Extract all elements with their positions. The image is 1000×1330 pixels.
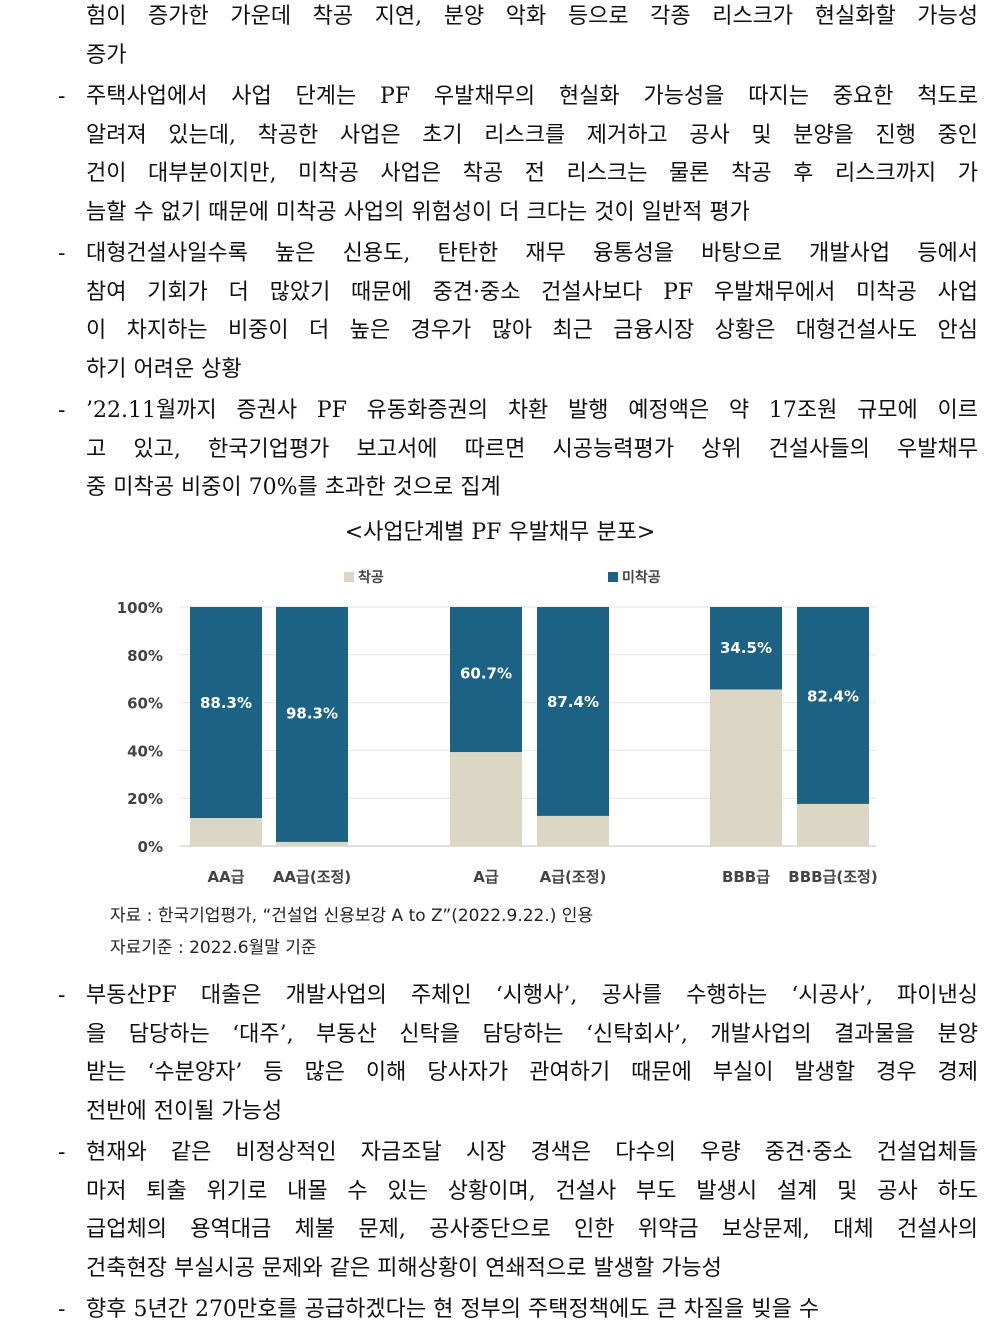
- paragraph-text: 알려져 있는데, 착공한 사업은 초기 리스크를 제거하고 공사 및 분양을 진…: [86, 122, 978, 148]
- text-line: 증가: [0, 40, 1000, 72]
- bar-segment-not-started: [710, 607, 782, 690]
- legend-label: 착공: [358, 569, 384, 586]
- data-label: 60.7%: [460, 664, 512, 682]
- text-line: 을 담당하는 ‘대주’, 부동산 신탁을 담당하는 ‘신탁회사’, 개발사업의 …: [0, 1019, 1000, 1051]
- bullet-dash: -: [58, 84, 66, 109]
- text-line: - 향후 5년간 270만호를 공급하겠다는 현 정부의 주택정책에도 큰 차질을…: [0, 1294, 1000, 1326]
- paragraph-text: 고 있고, 한국기업평가 보고서에 따르면 시공능력평가 상위 건설사들의 우발…: [86, 436, 978, 462]
- chart-bars: [190, 607, 869, 846]
- y-tick-label: 40%: [127, 742, 163, 760]
- bullet-dash: -: [58, 241, 66, 266]
- text-line: - 현재와 같은 비정상적인 자금조달 시장 경색은 다수의 우량 중견·중소 건…: [0, 1137, 1000, 1169]
- source-line-1: 자료 : 한국기업평가, “건설업 신용보강 A to Z”(2022.9.22…: [110, 906, 594, 926]
- text-line: 알려져 있는데, 착공한 사업은 초기 리스크를 제거하고 공사 및 분양을 진…: [0, 120, 1000, 152]
- bar-segment-started: [797, 803, 869, 846]
- chart-legend: 착공 미착공: [344, 569, 661, 586]
- paragraph-text: 대형건설사일수록 높은 신용도, 탄탄한 재무 융통성을 바탕으로 개발사업 등…: [86, 241, 978, 266]
- bar-segment-not-started: [797, 607, 869, 804]
- bar-segment-not-started: [450, 607, 522, 753]
- data-label: 88.3%: [200, 694, 252, 712]
- paragraph-text: 증가: [86, 42, 127, 68]
- x-tick-label: A급(조정): [540, 868, 607, 886]
- bar-segment-started: [450, 752, 522, 846]
- text-line: 험이 증가한 가운데 착공 지연, 분양 악화 등으로 각종 리스크가 현실화할…: [0, 1, 1000, 33]
- bullet-dash: -: [58, 1140, 66, 1165]
- text-line: 급업체의 용역대금 체불 문제, 공사중단으로 인한 위약금 보상문제, 대체 …: [0, 1214, 1000, 1246]
- bar-segment-started: [710, 689, 782, 846]
- paragraph-text: 급업체의 용역대금 체불 문제, 공사중단으로 인한 위약금 보상문제, 대체 …: [86, 1217, 978, 1242]
- paragraph-text: ’22.11월까지 증권사 PF 유동화증권의 차환 발행 예정액은 약 17조…: [86, 398, 978, 423]
- chart-caption: <사업단계별 PF 우발채무 분포>: [344, 520, 656, 545]
- text-line: - ’22.11월까지 증권사 PF 유동화증권의 차환 발행 예정액은 약 17…: [0, 395, 1000, 427]
- bar-segment-started: [276, 841, 348, 846]
- bullet-dash: -: [58, 983, 66, 1008]
- text-line: 건축현장 부실시공 문제와 같은 피해상황이 연쇄적으로 발생할 가능성: [0, 1253, 1000, 1285]
- paragraph-text: 향후 5년간 270만호를 공급하겠다는 현 정부의 주택정책에도 큰 차질을 …: [86, 1297, 820, 1322]
- bar-segment-not-started: [190, 607, 262, 819]
- x-tick-label: A급: [473, 868, 499, 886]
- paragraph-text: 험이 증가한 가운데 착공 지연, 분양 악화 등으로 각종 리스크가 현실화할…: [86, 4, 978, 29]
- source-line-2: 자료기준 : 2022.6월말 기준: [110, 938, 317, 958]
- text-line: 늠할 수 없기 때문에 미착공 사업의 위험성이 더 크다는 것이 일반적 평가: [0, 197, 1000, 229]
- bar-segment-not-started: [276, 607, 348, 842]
- paragraph-text: 참여 기회가 더 많았기 때문에 중견·중소 건설사보다 PF 우발채무에서 미…: [86, 279, 978, 305]
- data-label: 34.5%: [720, 639, 772, 657]
- data-label: 87.4%: [547, 693, 599, 711]
- y-axis-labels: 0% 20% 40% 60% 80% 100%: [117, 599, 163, 856]
- text-line: - 부동산PF 대출은 개발사업의 주체인 ‘시행사’, 공사를 수행하는 ‘시공…: [0, 980, 1000, 1012]
- y-tick-label: 80%: [127, 647, 163, 665]
- x-tick-label: BBB급(조정): [788, 868, 877, 886]
- legend-swatch: [608, 572, 618, 582]
- bullet-dash: -: [58, 1297, 66, 1322]
- y-tick-label: 20%: [127, 790, 163, 808]
- paragraph-text: 부동산PF 대출은 개발사업의 주체인 ‘시행사’, 공사를 수행하는 ‘시공사…: [86, 983, 978, 1008]
- paragraph-text: 전반에 전이될 가능성: [86, 1098, 283, 1124]
- legend-swatch: [344, 572, 354, 582]
- text-line: 참여 기회가 더 많았기 때문에 중견·중소 건설사보다 PF 우발채무에서 미…: [0, 277, 1000, 309]
- paragraph-text: 건이 대부분이지만, 미착공 사업은 착공 전 리스크는 물론 착공 후 리스크…: [86, 161, 978, 186]
- data-label: 98.3%: [286, 705, 338, 723]
- paragraph-text: 하기 어려운 상황: [86, 356, 242, 382]
- x-tick-label: AA급(조정): [273, 868, 351, 886]
- paragraph-text: 받는 ‘수분양자’ 등 많은 이해 당사자가 관여하기 때문에 부실이 발생할 …: [86, 1060, 978, 1085]
- text-line: 중 미착공 비중이 70%를 초과한 것으로 집계: [0, 472, 1000, 504]
- paragraph-text: 이 차지하는 비중이 더 높은 경우가 많아 최근 금융시장 상황은 대형건설사…: [86, 318, 978, 343]
- bar-segment-started: [190, 818, 262, 846]
- paragraph-text: 주택사업에서 사업 단계는 PF 우발채무의 현실화 가능성을 따지는 중요한 …: [86, 84, 978, 109]
- bullet-dash: -: [58, 398, 66, 423]
- legend-label: 미착공: [622, 569, 661, 586]
- paragraph-text: 건축현장 부실시공 문제와 같은 피해상황이 연쇄적으로 발생할 가능성: [86, 1255, 722, 1281]
- text-line: - 대형건설사일수록 높은 신용도, 탄탄한 재무 융통성을 바탕으로 개발사업 …: [0, 238, 1000, 270]
- text-line: 건이 대부분이지만, 미착공 사업은 착공 전 리스크는 물론 착공 후 리스크…: [0, 158, 1000, 190]
- text-line: 고 있고, 한국기업평가 보고서에 따르면 시공능력평가 상위 건설사들의 우발…: [0, 434, 1000, 466]
- data-label: 82.4%: [807, 688, 859, 706]
- text-line: 하기 어려운 상황: [0, 354, 1000, 386]
- paragraph-text: 늠할 수 없기 때문에 미착공 사업의 위험성이 더 크다는 것이 일반적 평가: [86, 199, 750, 225]
- y-tick-label: 60%: [127, 695, 163, 713]
- paragraph-text: 을 담당하는 ‘대주’, 부동산 신탁을 담당하는 ‘신탁회사’, 개발사업의 …: [86, 1021, 978, 1047]
- paragraph-text: 마저 퇴출 위기로 내몰 수 있는 상황이며, 건설사 부도 발생시 설계 및 …: [86, 1178, 978, 1204]
- stacked-bar-chart: 0% 20% 40% 60% 80% 100% 88.3% 98.3% 60.7% 87.4% 3…: [117, 569, 878, 886]
- x-axis-labels: AA급 AA급(조정) A급 A급(조정) BBB급 BBB급(조정): [207, 868, 877, 886]
- text-line: 전반에 전이될 가능성: [0, 1096, 1000, 1128]
- bar-segment-not-started: [537, 607, 609, 816]
- text-line: 마저 퇴출 위기로 내몰 수 있는 상황이며, 건설사 부도 발생시 설계 및 …: [0, 1176, 1000, 1208]
- bar-segment-started: [537, 815, 609, 846]
- y-tick-label: 100%: [117, 599, 163, 617]
- x-tick-label: BBB급: [722, 868, 770, 886]
- text-line: 이 차지하는 비중이 더 높은 경우가 많아 최근 금융시장 상황은 대형건설사…: [0, 315, 1000, 347]
- x-tick-label: AA급: [207, 868, 244, 886]
- data-labels: 88.3% 98.3% 60.7% 87.4% 34.5% 82.4%: [200, 639, 859, 723]
- paragraph-text: 중 미착공 비중이 70%를 초과한 것으로 집계: [86, 475, 501, 500]
- text-line: 받는 ‘수분양자’ 등 많은 이해 당사자가 관여하기 때문에 부실이 발생할 …: [0, 1057, 1000, 1089]
- paragraph-text: 현재와 같은 비정상적인 자금조달 시장 경색은 다수의 우량 중견·중소 건설…: [86, 1140, 978, 1165]
- y-tick-label: 0%: [138, 838, 163, 856]
- text-line: - 주택사업에서 사업 단계는 PF 우발채무의 현실화 가능성을 따지는 중요한…: [0, 81, 1000, 113]
